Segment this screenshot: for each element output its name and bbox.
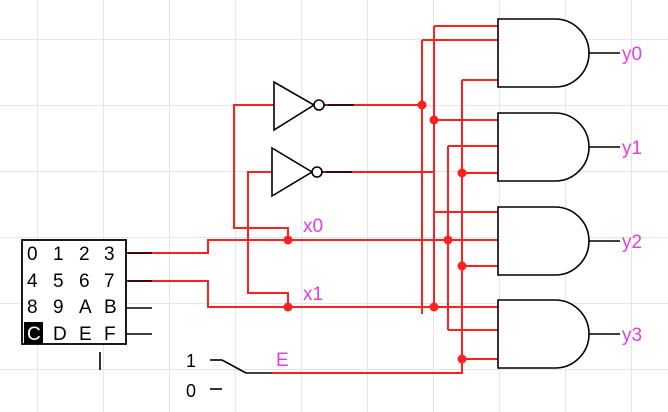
wire-x0-to-not1: [233, 104, 289, 240]
wires: [128, 25, 498, 374]
keypad-key-d[interactable]: D: [53, 324, 67, 345]
output-label-y1: y1: [622, 138, 642, 159]
junctions: [283, 100, 467, 364]
keypad-key-1[interactable]: 1: [53, 244, 64, 265]
and-gate-y1[interactable]: [497, 112, 620, 182]
wire-x1-source: [128, 280, 434, 308]
not-gate-x0[interactable]: [273, 80, 354, 132]
and-gate-y2[interactable]: [497, 206, 620, 276]
and-gate-y0[interactable]: [497, 18, 620, 88]
keypad-key-7[interactable]: 7: [104, 271, 115, 292]
keypad-key-0[interactable]: 0: [27, 244, 38, 265]
wire-enable: [272, 359, 463, 374]
switch-low-label: 0: [186, 381, 196, 401]
output-label-y2: y2: [622, 232, 642, 253]
output-label-y3: y3: [622, 325, 642, 346]
keypad-key-3[interactable]: 3: [104, 244, 115, 265]
switch-high-label: 1: [186, 351, 196, 371]
not-gate-x1[interactable]: [271, 146, 352, 198]
hex-keypad[interactable]: 0 1 2 3 4 5 6 7 8 9 A B C D E F: [21, 239, 152, 370]
signal-label-enable: E: [276, 350, 289, 371]
and-gate-y3[interactable]: [497, 299, 620, 369]
keypad-selection-highlight: [24, 322, 43, 344]
keypad-key-b[interactable]: B: [104, 297, 117, 318]
keypad-key-8[interactable]: 8: [27, 297, 38, 318]
enable-switch[interactable]: 1 0: [186, 351, 272, 401]
wire-x0-source: [128, 239, 448, 254]
keypad-key-2[interactable]: 2: [79, 244, 90, 265]
keypad-key-6[interactable]: 6: [79, 271, 90, 292]
keypad-key-5[interactable]: 5: [53, 271, 64, 292]
wire-x1-to-not2: [247, 171, 289, 307]
keypad-key-4[interactable]: 4: [27, 271, 38, 292]
keypad-key-a[interactable]: A: [79, 297, 92, 318]
output-label-y0: y0: [622, 44, 642, 65]
keypad-key-c[interactable]: C: [27, 324, 41, 345]
keypad-key-e[interactable]: E: [79, 324, 92, 345]
signal-label-x0: x0: [303, 216, 323, 237]
keypad-key-9[interactable]: 9: [53, 297, 64, 318]
signal-label-x1: x1: [303, 284, 323, 305]
keypad-key-f[interactable]: F: [104, 324, 116, 345]
